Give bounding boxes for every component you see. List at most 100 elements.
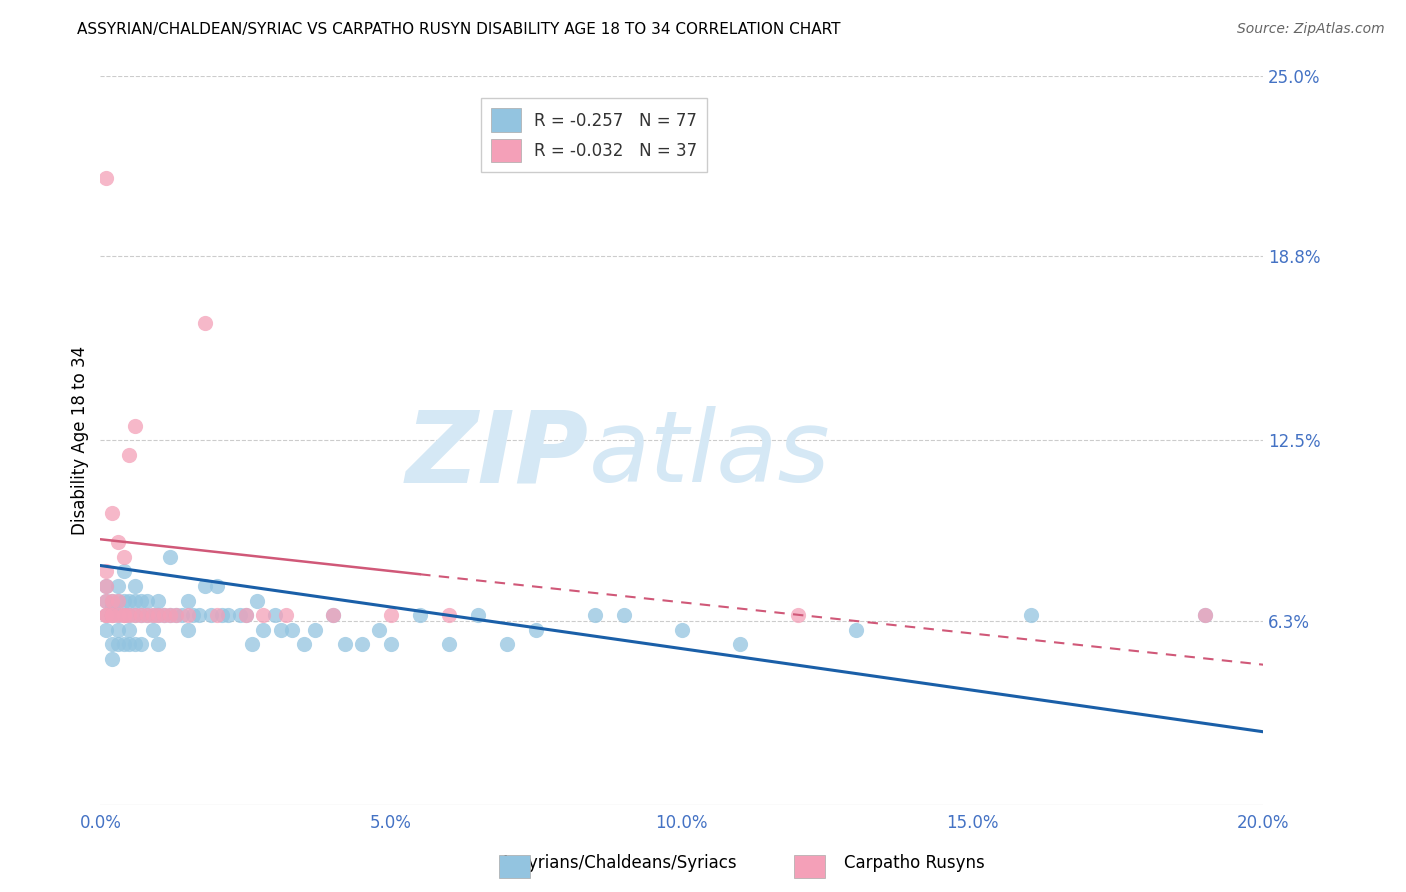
Point bbox=[159, 608, 181, 623]
Point bbox=[176, 608, 198, 623]
Point bbox=[96, 170, 118, 185]
Point bbox=[583, 608, 606, 623]
Point bbox=[124, 608, 146, 623]
Point bbox=[188, 608, 211, 623]
Point bbox=[292, 637, 315, 651]
Point bbox=[159, 549, 181, 564]
Point bbox=[235, 608, 257, 623]
Point bbox=[170, 608, 193, 623]
Point bbox=[96, 593, 118, 607]
Point bbox=[96, 593, 118, 607]
Point bbox=[112, 608, 135, 623]
Point bbox=[1194, 608, 1216, 623]
Point bbox=[107, 593, 129, 607]
Point bbox=[165, 608, 187, 623]
Point bbox=[142, 623, 165, 637]
Point bbox=[118, 637, 141, 651]
Point bbox=[176, 623, 198, 637]
Point bbox=[613, 608, 636, 623]
Point bbox=[845, 623, 868, 637]
Point bbox=[101, 608, 124, 623]
Text: Carpatho Rusyns: Carpatho Rusyns bbox=[844, 855, 984, 872]
Point bbox=[124, 579, 146, 593]
Point bbox=[96, 608, 118, 623]
Point bbox=[129, 637, 152, 651]
Point bbox=[217, 608, 239, 623]
Point bbox=[153, 608, 176, 623]
Point bbox=[96, 579, 118, 593]
Point bbox=[107, 593, 129, 607]
Point bbox=[263, 608, 285, 623]
Point bbox=[107, 623, 129, 637]
Point bbox=[129, 608, 152, 623]
Point bbox=[270, 623, 292, 637]
Point bbox=[135, 608, 157, 623]
Point bbox=[124, 593, 146, 607]
Point bbox=[380, 637, 402, 651]
Point bbox=[118, 608, 141, 623]
Point bbox=[200, 608, 222, 623]
Point bbox=[409, 608, 432, 623]
Point bbox=[101, 608, 124, 623]
Text: Source: ZipAtlas.com: Source: ZipAtlas.com bbox=[1237, 22, 1385, 37]
Point bbox=[159, 608, 181, 623]
Point bbox=[112, 608, 135, 623]
Point bbox=[129, 593, 152, 607]
Point bbox=[107, 579, 129, 593]
Text: Assyrians/Chaldeans/Syriacs: Assyrians/Chaldeans/Syriacs bbox=[499, 855, 738, 872]
Point bbox=[96, 623, 118, 637]
Point bbox=[112, 608, 135, 623]
Point bbox=[112, 565, 135, 579]
Point bbox=[671, 623, 693, 637]
Point bbox=[467, 608, 489, 623]
Point bbox=[148, 608, 170, 623]
Point bbox=[205, 579, 228, 593]
Point bbox=[142, 608, 165, 623]
Point bbox=[112, 637, 135, 651]
Point bbox=[322, 608, 344, 623]
Point bbox=[124, 637, 146, 651]
Text: ZIP: ZIP bbox=[406, 406, 589, 503]
Point bbox=[142, 608, 165, 623]
Point bbox=[118, 448, 141, 462]
Point bbox=[101, 608, 124, 623]
Point bbox=[112, 549, 135, 564]
Point bbox=[380, 608, 402, 623]
Point bbox=[240, 637, 263, 651]
Point bbox=[235, 608, 257, 623]
Point bbox=[129, 608, 152, 623]
Point bbox=[728, 637, 751, 651]
Point bbox=[118, 623, 141, 637]
Point bbox=[107, 608, 129, 623]
Point bbox=[101, 637, 124, 651]
Point bbox=[176, 593, 198, 607]
Point bbox=[107, 535, 129, 549]
Point bbox=[350, 637, 373, 651]
Point bbox=[183, 608, 205, 623]
Point bbox=[112, 593, 135, 607]
Point bbox=[96, 608, 118, 623]
Point bbox=[252, 608, 274, 623]
Point bbox=[194, 317, 217, 331]
Text: atlas: atlas bbox=[589, 406, 831, 503]
Point bbox=[96, 579, 118, 593]
Point bbox=[211, 608, 233, 623]
Point bbox=[1019, 608, 1042, 623]
Point bbox=[437, 637, 460, 651]
Point bbox=[333, 637, 356, 651]
Point bbox=[368, 623, 391, 637]
Point bbox=[148, 593, 170, 607]
Point bbox=[276, 608, 298, 623]
Point bbox=[107, 637, 129, 651]
Point bbox=[496, 637, 519, 651]
Text: ASSYRIAN/CHALDEAN/SYRIAC VS CARPATHO RUSYN DISABILITY AGE 18 TO 34 CORRELATION C: ASSYRIAN/CHALDEAN/SYRIAC VS CARPATHO RUS… bbox=[77, 22, 841, 37]
Point bbox=[787, 608, 810, 623]
Point bbox=[153, 608, 176, 623]
Point bbox=[101, 506, 124, 520]
Point bbox=[1194, 608, 1216, 623]
Point bbox=[96, 608, 118, 623]
Point bbox=[148, 637, 170, 651]
Point bbox=[194, 579, 217, 593]
Point bbox=[229, 608, 252, 623]
Point bbox=[124, 608, 146, 623]
